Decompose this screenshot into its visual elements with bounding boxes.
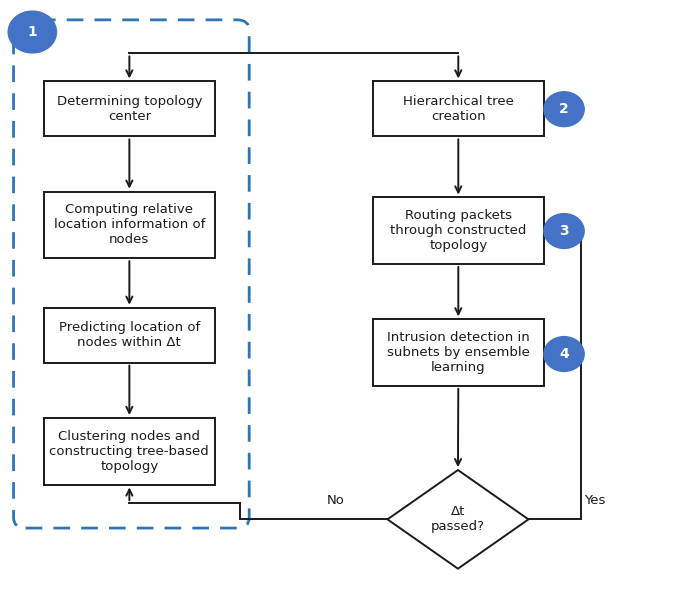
FancyBboxPatch shape — [44, 192, 215, 258]
Circle shape — [544, 214, 584, 249]
Text: 4: 4 — [559, 347, 569, 361]
Text: 2: 2 — [559, 102, 569, 116]
Circle shape — [544, 92, 584, 127]
Text: Computing relative
location information of
nodes: Computing relative location information … — [53, 204, 205, 246]
FancyBboxPatch shape — [373, 319, 544, 386]
Text: Δt
passed?: Δt passed? — [431, 506, 485, 533]
Circle shape — [8, 11, 57, 53]
Text: No: No — [327, 494, 345, 507]
FancyBboxPatch shape — [373, 197, 544, 264]
FancyBboxPatch shape — [44, 81, 215, 136]
Text: Hierarchical tree
creation: Hierarchical tree creation — [403, 95, 514, 123]
Text: Determining topology
center: Determining topology center — [57, 95, 202, 123]
Text: Clustering nodes and
constructing tree-based
topology: Clustering nodes and constructing tree-b… — [49, 430, 209, 472]
Text: Intrusion detection in
subnets by ensemble
learning: Intrusion detection in subnets by ensemb… — [387, 331, 530, 374]
FancyBboxPatch shape — [373, 81, 544, 136]
Text: 1: 1 — [27, 25, 37, 39]
Text: Predicting location of
nodes within Δt: Predicting location of nodes within Δt — [59, 321, 200, 349]
Text: 3: 3 — [559, 224, 569, 238]
Circle shape — [544, 337, 584, 371]
Text: Yes: Yes — [584, 494, 605, 507]
Polygon shape — [388, 470, 528, 569]
Text: Routing packets
through constructed
topology: Routing packets through constructed topo… — [390, 209, 527, 252]
FancyBboxPatch shape — [44, 308, 215, 363]
FancyBboxPatch shape — [44, 418, 215, 484]
